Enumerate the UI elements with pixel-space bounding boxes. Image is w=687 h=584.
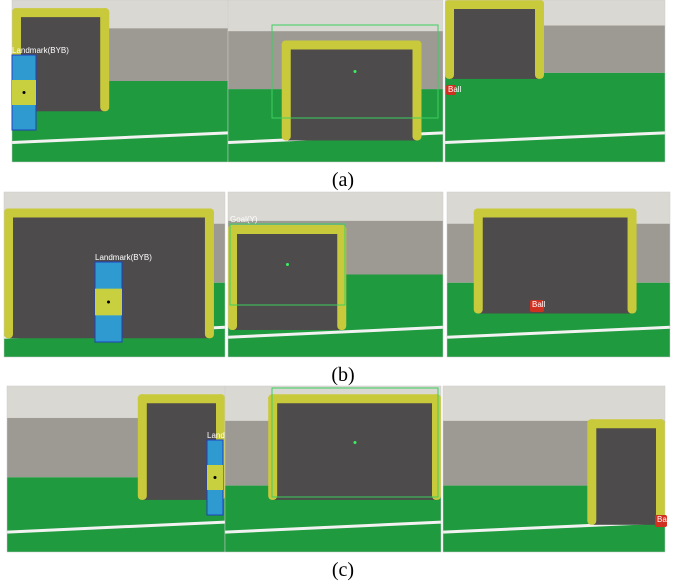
goal-crossbar bbox=[4, 209, 214, 218]
goal-post bbox=[268, 394, 277, 500]
field bbox=[445, 73, 665, 162]
goal-crossbar bbox=[268, 394, 441, 403]
detection-label: Landmark(BYB) bbox=[12, 46, 69, 55]
goal-net bbox=[480, 215, 631, 314]
figure: Landmark(BYB) Ball (a) Landmark(BYB) Goal(Y)… bbox=[0, 0, 687, 584]
goal-crossbar bbox=[474, 209, 637, 218]
caption: (b) bbox=[331, 364, 354, 386]
photo-panel: Land bbox=[7, 386, 225, 552]
photo-panel: Landmark(BYB) bbox=[4, 192, 225, 357]
photo-panel: Bal bbox=[443, 386, 669, 552]
goal-center bbox=[286, 263, 289, 266]
photo-panel bbox=[225, 386, 441, 552]
detection-label: Goal(Y) bbox=[230, 215, 258, 224]
goal-center bbox=[354, 441, 357, 444]
detection-label: Bal bbox=[657, 515, 669, 524]
goal-post bbox=[474, 209, 483, 314]
detection-label: Ball bbox=[532, 300, 546, 309]
photo-panel bbox=[228, 0, 443, 162]
goal-crossbar bbox=[138, 394, 225, 403]
goal-net bbox=[234, 231, 340, 330]
photo-panel: Ball bbox=[447, 192, 670, 357]
photo-panel: Ball bbox=[445, 0, 665, 162]
goal-crossbar bbox=[445, 0, 544, 9]
goal-post bbox=[228, 225, 237, 330]
goal-post bbox=[413, 41, 422, 141]
photo-panel: Goal(Y) bbox=[228, 192, 443, 357]
goal-net bbox=[593, 425, 659, 525]
goal-post bbox=[100, 8, 109, 111]
goal-net bbox=[274, 400, 435, 500]
detection-label: Landmark(BYB) bbox=[95, 253, 152, 262]
goal-net bbox=[451, 6, 538, 79]
landmark-center bbox=[23, 91, 26, 94]
goal-post bbox=[432, 394, 441, 500]
caption: (c) bbox=[332, 559, 354, 581]
ceiling bbox=[443, 386, 665, 421]
goal-crossbar bbox=[282, 41, 422, 50]
goal-net bbox=[288, 47, 416, 141]
goal-post bbox=[4, 209, 13, 339]
detection-label: Ball bbox=[448, 85, 462, 94]
ceiling bbox=[228, 0, 443, 31]
caption: (a) bbox=[332, 169, 354, 191]
detection-label: Land bbox=[207, 431, 225, 440]
goal-post bbox=[656, 419, 665, 525]
goal-crossbar bbox=[587, 419, 665, 428]
goal-crossbar bbox=[228, 225, 346, 234]
goal-post bbox=[535, 0, 544, 79]
goal-crossbar bbox=[12, 8, 109, 17]
goal-post bbox=[138, 394, 147, 500]
photo-panel: Landmark(BYB) bbox=[12, 0, 228, 162]
goal-center bbox=[354, 70, 357, 73]
goal-post bbox=[282, 41, 291, 141]
ceiling bbox=[228, 192, 443, 221]
goal-post bbox=[445, 0, 454, 79]
goal-post bbox=[205, 209, 214, 339]
goal-post bbox=[587, 419, 596, 525]
landmark-center bbox=[107, 301, 110, 304]
landmark-center bbox=[214, 476, 217, 479]
goal-post bbox=[628, 209, 637, 314]
